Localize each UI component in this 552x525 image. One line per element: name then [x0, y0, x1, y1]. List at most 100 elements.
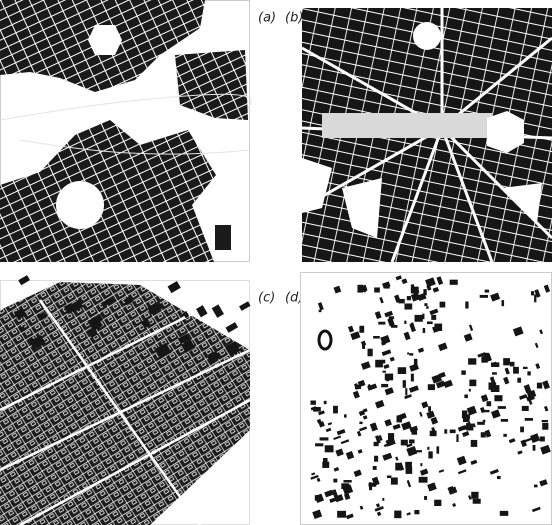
block — [374, 506, 384, 512]
block — [471, 491, 479, 499]
block — [527, 371, 531, 376]
block — [317, 302, 324, 311]
block — [465, 301, 469, 309]
block — [542, 380, 550, 390]
block — [406, 445, 418, 457]
block — [404, 320, 407, 324]
urban-area — [0, 120, 216, 262]
block — [207, 351, 221, 364]
block — [539, 329, 544, 335]
block — [531, 506, 541, 513]
block — [462, 415, 470, 423]
block — [410, 292, 421, 302]
block — [542, 422, 549, 430]
block — [410, 322, 415, 326]
block — [466, 405, 477, 416]
scattered-blocks — [14, 275, 251, 364]
block — [489, 376, 496, 384]
block — [324, 445, 334, 453]
block — [426, 321, 433, 325]
block — [431, 374, 443, 384]
block — [367, 384, 372, 391]
block — [409, 425, 419, 433]
block — [378, 321, 386, 325]
panel-b — [301, 8, 552, 263]
block — [384, 310, 394, 318]
block — [463, 333, 473, 342]
block — [383, 442, 392, 448]
block — [456, 434, 459, 442]
block — [333, 405, 338, 414]
block — [379, 359, 386, 364]
block — [404, 394, 412, 400]
block — [310, 406, 317, 411]
block — [462, 431, 470, 438]
block — [318, 309, 322, 313]
block — [468, 358, 477, 365]
block — [360, 284, 368, 293]
block — [434, 323, 443, 331]
block — [335, 448, 344, 457]
block — [436, 446, 440, 454]
block — [369, 422, 378, 432]
block — [541, 420, 549, 423]
block — [352, 390, 360, 399]
block — [215, 225, 231, 250]
block — [374, 287, 380, 293]
block — [468, 324, 474, 332]
block — [382, 498, 385, 501]
panel-c — [0, 275, 251, 525]
block — [521, 405, 529, 411]
landmark — [317, 329, 333, 351]
block — [472, 423, 476, 428]
block — [501, 300, 505, 307]
block — [381, 349, 392, 357]
block — [357, 449, 363, 454]
block — [353, 469, 362, 478]
open-space — [342, 178, 382, 238]
block — [331, 489, 338, 498]
block — [448, 486, 458, 495]
block — [524, 418, 533, 421]
block — [406, 296, 411, 301]
block — [410, 286, 419, 294]
block — [517, 450, 523, 455]
block — [239, 301, 251, 311]
scattered-blocks — [310, 275, 551, 520]
block — [340, 439, 350, 445]
block — [359, 426, 368, 432]
block — [405, 388, 408, 396]
block — [479, 294, 489, 298]
open-space — [502, 183, 542, 223]
block — [383, 363, 390, 370]
block — [381, 341, 387, 346]
block — [427, 446, 430, 450]
block — [147, 301, 163, 315]
block — [523, 437, 533, 443]
block — [404, 303, 413, 310]
block — [461, 370, 466, 375]
block — [181, 339, 196, 354]
roundabout — [413, 22, 441, 50]
block — [428, 451, 433, 459]
block — [422, 313, 425, 320]
block — [490, 409, 501, 419]
block — [392, 423, 401, 430]
block — [532, 444, 536, 451]
block — [434, 499, 442, 507]
block — [359, 505, 364, 510]
block — [396, 412, 407, 421]
block — [397, 367, 407, 375]
block — [409, 323, 416, 333]
block — [402, 380, 406, 388]
block — [327, 422, 333, 426]
block — [534, 342, 539, 349]
block — [449, 429, 456, 434]
block — [410, 373, 414, 382]
block — [488, 382, 497, 390]
block — [167, 281, 181, 294]
block — [400, 439, 408, 446]
block — [312, 509, 323, 520]
block — [497, 406, 506, 409]
